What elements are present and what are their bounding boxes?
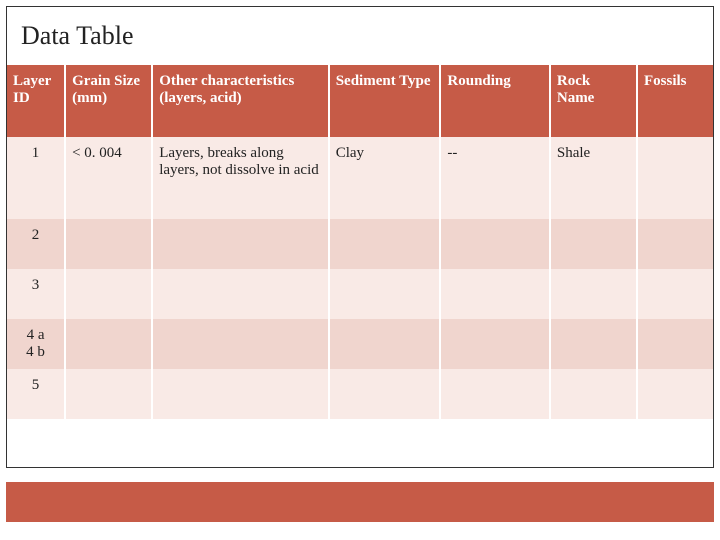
table-row: 1 < 0. 004 Layers, breaks along layers, … bbox=[7, 137, 713, 219]
cell-rounding bbox=[440, 319, 549, 369]
cell-grain bbox=[65, 219, 152, 269]
col-header-grain-size: Grain Size (mm) bbox=[65, 65, 152, 137]
cell-fossils bbox=[637, 269, 713, 319]
cell-grain: < 0. 004 bbox=[65, 137, 152, 219]
cell-layer-id: 5 bbox=[7, 369, 65, 419]
cell-rounding: -- bbox=[440, 137, 549, 219]
cell-other: Layers, breaks along layers, not dissolv… bbox=[152, 137, 328, 219]
table-row: 3 bbox=[7, 269, 713, 319]
col-header-fossils: Fossils bbox=[637, 65, 713, 137]
cell-grain bbox=[65, 369, 152, 419]
cell-other bbox=[152, 269, 328, 319]
col-header-sediment: Sediment Type bbox=[329, 65, 441, 137]
cell-fossils bbox=[637, 319, 713, 369]
cell-sediment bbox=[329, 319, 441, 369]
cell-rock bbox=[550, 369, 637, 419]
col-header-rock: Rock Name bbox=[550, 65, 637, 137]
footer-bar bbox=[6, 482, 714, 522]
cell-rounding bbox=[440, 219, 549, 269]
cell-sediment bbox=[329, 269, 441, 319]
cell-rock bbox=[550, 319, 637, 369]
cell-other bbox=[152, 219, 328, 269]
col-header-other: Other characteristics (layers, acid) bbox=[152, 65, 328, 137]
table-row: 2 bbox=[7, 219, 713, 269]
cell-rock: Shale bbox=[550, 137, 637, 219]
cell-layer-id: 2 bbox=[7, 219, 65, 269]
cell-other bbox=[152, 369, 328, 419]
col-header-rounding: Rounding bbox=[440, 65, 549, 137]
cell-rounding bbox=[440, 369, 549, 419]
slide-frame: Data Table Layer ID Grain Size (mm) Othe… bbox=[6, 6, 714, 468]
table-header-row: Layer ID Grain Size (mm) Other character… bbox=[7, 65, 713, 137]
page-title: Data Table bbox=[7, 7, 713, 65]
cell-fossils bbox=[637, 369, 713, 419]
cell-layer-id: 1 bbox=[7, 137, 65, 219]
cell-other bbox=[152, 319, 328, 369]
cell-rock bbox=[550, 269, 637, 319]
cell-layer-id: 4 a 4 b bbox=[7, 319, 65, 369]
cell-layer-id: 3 bbox=[7, 269, 65, 319]
cell-grain bbox=[65, 319, 152, 369]
table-row: 4 a 4 b bbox=[7, 319, 713, 369]
table-row: 5 bbox=[7, 369, 713, 419]
cell-rock bbox=[550, 219, 637, 269]
cell-grain bbox=[65, 269, 152, 319]
cell-sediment bbox=[329, 369, 441, 419]
cell-fossils bbox=[637, 219, 713, 269]
data-table: Layer ID Grain Size (mm) Other character… bbox=[7, 65, 713, 419]
cell-sediment: Clay bbox=[329, 137, 441, 219]
col-header-layer-id: Layer ID bbox=[7, 65, 65, 137]
cell-rounding bbox=[440, 269, 549, 319]
cell-fossils bbox=[637, 137, 713, 219]
cell-sediment bbox=[329, 219, 441, 269]
